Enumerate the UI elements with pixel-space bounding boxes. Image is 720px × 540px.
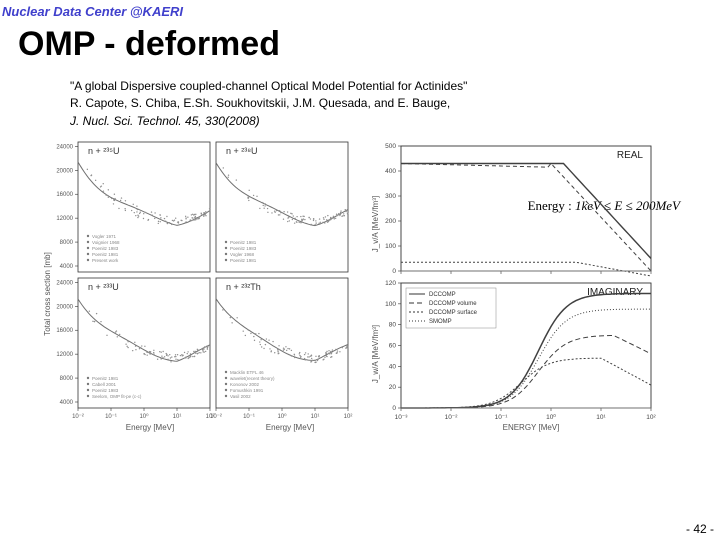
page-header: Nuclear Data Center @KAERI bbox=[0, 0, 720, 23]
svg-text:DCCOMP: DCCOMP bbox=[429, 292, 456, 298]
citation-journal: J. Nucl. Sci. Technol. 45, 330(2008) bbox=[70, 113, 650, 130]
svg-text:Cabell 2001: Cabell 2001 bbox=[92, 382, 117, 387]
left-xlabel-1: Energy [MeV] bbox=[126, 423, 174, 432]
left-xlabel-2: Energy [MeV] bbox=[266, 423, 314, 432]
svg-text:60: 60 bbox=[389, 343, 397, 350]
right-ylabel-top: J_v/A [MeV/fm³] bbox=[371, 196, 380, 252]
svg-text:IMAGINARY: IMAGINARY bbox=[587, 287, 643, 298]
svg-text:Fomushkin 1991: Fomushkin 1991 bbox=[230, 388, 264, 393]
svg-text:10²: 10² bbox=[344, 414, 353, 420]
right-ylabel-bot: J_w/A [MeV/fm³] bbox=[371, 325, 380, 383]
svg-text:10¹: 10¹ bbox=[311, 414, 320, 420]
svg-text:wavelet(recent theory): wavelet(recent theory) bbox=[230, 376, 275, 381]
svg-text:8000: 8000 bbox=[60, 376, 74, 382]
svg-text:10⁻¹: 10⁻¹ bbox=[495, 414, 509, 421]
svg-text:Poenitz 1981: Poenitz 1981 bbox=[230, 240, 257, 245]
svg-text:Kononov 2002: Kononov 2002 bbox=[230, 382, 260, 387]
svg-text:20: 20 bbox=[389, 384, 397, 391]
svg-text:24000: 24000 bbox=[56, 145, 73, 151]
svg-text:20000: 20000 bbox=[56, 168, 73, 174]
svg-text:10⁻²: 10⁻² bbox=[445, 414, 459, 421]
svg-text:SMOMP: SMOMP bbox=[429, 319, 452, 325]
svg-text:0: 0 bbox=[392, 405, 396, 412]
svg-text:40: 40 bbox=[389, 364, 397, 371]
svg-text:Poenitz 1983: Poenitz 1983 bbox=[230, 246, 257, 251]
svg-text:n + ²³⁵U: n + ²³⁵U bbox=[88, 146, 120, 156]
svg-text:Vogler 1971: Vogler 1971 bbox=[92, 234, 117, 239]
svg-text:Seelom, OMP fit-pe (c-c): Seelom, OMP fit-pe (c-c) bbox=[92, 394, 142, 399]
svg-text:Macklin ETFL 46: Macklin ETFL 46 bbox=[230, 370, 264, 375]
svg-text:Voignier 1968: Voignier 1968 bbox=[92, 240, 120, 245]
svg-text:10⁻³: 10⁻³ bbox=[395, 414, 409, 421]
svg-text:300: 300 bbox=[385, 193, 396, 200]
svg-text:10⁰: 10⁰ bbox=[277, 413, 287, 420]
svg-text:n + ²³³U: n + ²³³U bbox=[88, 282, 119, 292]
left-ylabel: Total cross section [mb] bbox=[43, 252, 52, 336]
svg-text:10²: 10² bbox=[646, 414, 656, 421]
svg-text:REAL: REAL bbox=[617, 150, 644, 161]
svg-text:10⁰: 10⁰ bbox=[546, 413, 556, 421]
citation-line1: "A global Dispersive coupled-channel Opt… bbox=[70, 78, 650, 95]
svg-text:400: 400 bbox=[385, 168, 396, 175]
svg-text:200: 200 bbox=[385, 218, 396, 225]
svg-text:4000: 4000 bbox=[60, 400, 74, 406]
svg-text:12000: 12000 bbox=[56, 352, 73, 358]
svg-text:16000: 16000 bbox=[56, 328, 73, 334]
svg-text:12000: 12000 bbox=[56, 216, 73, 222]
svg-text:Poenitz 1981: Poenitz 1981 bbox=[92, 376, 119, 381]
svg-text:10⁻²: 10⁻² bbox=[210, 414, 222, 420]
svg-text:500: 500 bbox=[385, 143, 396, 150]
right-xlabel: ENERGY [MeV] bbox=[503, 423, 560, 432]
svg-text:80: 80 bbox=[389, 322, 397, 329]
svg-text:0: 0 bbox=[392, 268, 396, 275]
svg-text:Vasil 2002: Vasil 2002 bbox=[230, 394, 251, 399]
citation-block: "A global Dispersive coupled-channel Opt… bbox=[0, 72, 720, 134]
svg-text:10⁻¹: 10⁻¹ bbox=[105, 414, 117, 420]
svg-text:10⁻²: 10⁻² bbox=[72, 414, 84, 420]
svg-text:Poenitz 1983: Poenitz 1983 bbox=[92, 388, 119, 393]
page-title: OMP - deformed bbox=[0, 23, 720, 72]
svg-text:Poenitz 1981: Poenitz 1981 bbox=[230, 258, 257, 263]
svg-text:100: 100 bbox=[385, 301, 396, 308]
svg-text:8000: 8000 bbox=[60, 240, 74, 246]
svg-text:Present work: Present work bbox=[92, 258, 119, 263]
svg-text:100: 100 bbox=[385, 243, 396, 250]
svg-text:16000: 16000 bbox=[56, 192, 73, 198]
svg-text:10¹: 10¹ bbox=[173, 414, 182, 420]
svg-text:n + ²³⁸U: n + ²³⁸U bbox=[226, 146, 258, 156]
left-figure: Total cross section [mb] 4000 8000 12000 16… bbox=[40, 134, 360, 434]
citation-line2: R. Capote, S. Chiba, E.Sh. Soukhovitskii… bbox=[70, 95, 650, 112]
svg-text:DCCOMP volume: DCCOMP volume bbox=[429, 301, 477, 307]
page-number: - 42 - bbox=[686, 522, 714, 536]
right-figure: J_v/A [MeV/fm³] J_w/A [MeV/fm³] 01002003… bbox=[366, 134, 666, 434]
svg-text:DCCOMP surface: DCCOMP surface bbox=[429, 310, 478, 316]
svg-text:Poenitz 1981: Poenitz 1981 bbox=[92, 252, 119, 257]
svg-text:120: 120 bbox=[385, 280, 396, 287]
svg-text:24000: 24000 bbox=[56, 281, 73, 287]
svg-text:Poenitz 1983: Poenitz 1983 bbox=[92, 246, 119, 251]
svg-text:4000: 4000 bbox=[60, 264, 74, 270]
svg-text:Vogler 1968: Vogler 1968 bbox=[230, 252, 255, 257]
svg-text:10⁰: 10⁰ bbox=[139, 413, 149, 420]
svg-text:10¹: 10¹ bbox=[596, 414, 606, 421]
svg-text:10⁻¹: 10⁻¹ bbox=[243, 414, 255, 420]
svg-text:n + ²³²Th: n + ²³²Th bbox=[226, 282, 261, 292]
svg-text:20000: 20000 bbox=[56, 304, 73, 310]
